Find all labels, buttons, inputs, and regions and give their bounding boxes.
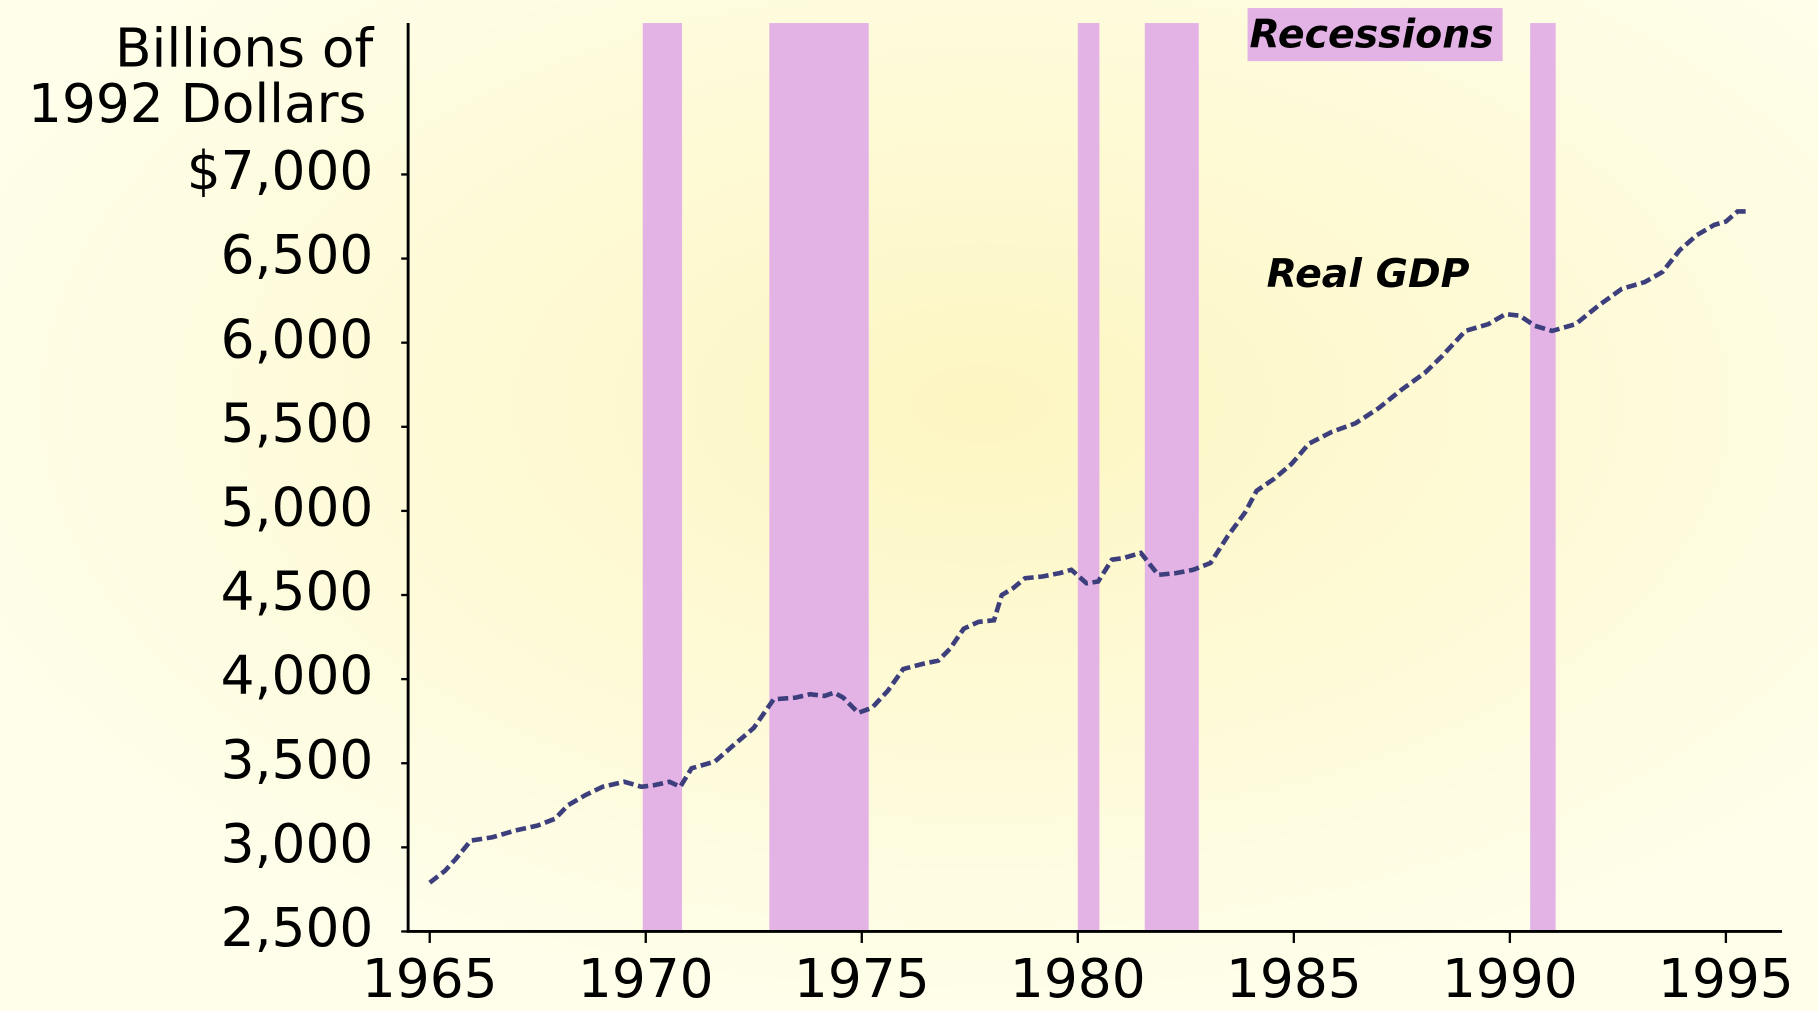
series-label: Real GDP: [1267, 252, 1470, 297]
recession-band: [1530, 23, 1556, 932]
x-tick-label: 1965: [362, 948, 498, 1010]
y-tick-label: 6,000: [221, 308, 374, 370]
data-line: [428, 209, 1747, 885]
x-tick-label: 1985: [1226, 948, 1362, 1010]
y-tick-label: 3,000: [221, 813, 374, 875]
x-tick-label: 1975: [794, 948, 930, 1010]
x-tick-label: 1970: [578, 948, 714, 1010]
x-tick-label: 1990: [1442, 948, 1578, 1010]
y-tick-label: 5,500: [221, 393, 374, 455]
y-tick-label: 3,500: [221, 729, 374, 791]
recession-band: [642, 23, 683, 932]
x-tick-label: 1995: [1658, 948, 1794, 1010]
y-tick-label: 4,500: [221, 561, 374, 623]
x-tick-label: 1980: [1010, 948, 1146, 1010]
y-tick-label: 2,500: [221, 897, 374, 959]
y-tick-label: 6,500: [221, 224, 374, 286]
recession-label: Recessions: [1250, 12, 1494, 57]
recession-bands: [642, 23, 1556, 932]
y-axis-label: Billions of: [115, 18, 375, 80]
recession-band: [1144, 23, 1199, 932]
recession-band: [769, 23, 869, 932]
y-axis-label: 1992 Dollars: [28, 73, 366, 135]
y-tick-label: 5,000: [221, 477, 374, 539]
y-tick-label: 4,000: [221, 645, 374, 707]
recession-legend-box: [1247, 8, 1503, 62]
recession-band: [1077, 23, 1100, 932]
y-tick-label: $7,000: [187, 140, 374, 202]
